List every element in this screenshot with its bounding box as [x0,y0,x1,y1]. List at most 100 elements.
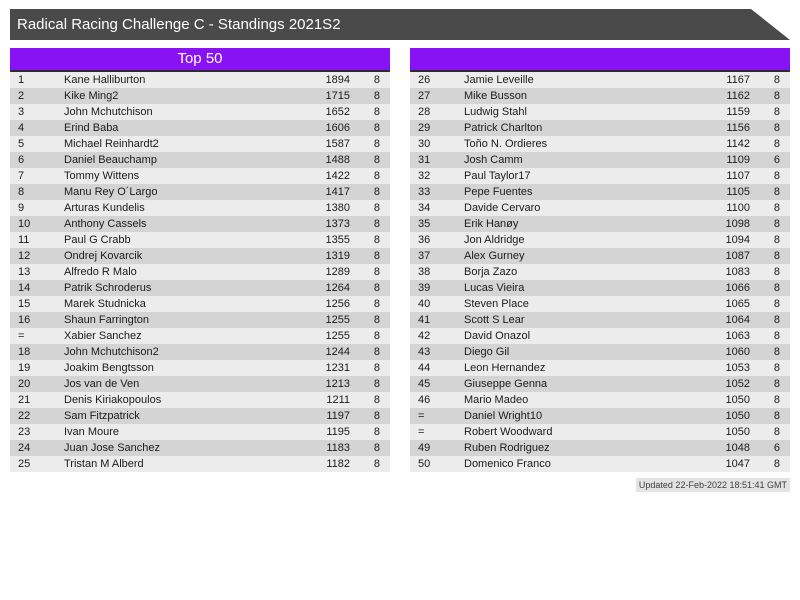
driver-name-cell: Patrik Schroderus [64,282,152,294]
points-cell: 1159 [726,106,750,118]
table-row: = Xabier Sanchez 1255 8 [10,328,390,344]
points-cell: 1715 [325,90,350,102]
rank-cell: 2 [18,90,25,102]
driver-name-cell: Tristan M Alberd [64,458,144,470]
rank-cell: 9 [18,202,25,214]
table-row: = Daniel Wright10 1050 8 [410,408,790,424]
races-cell: 8 [373,378,380,390]
rank-cell: 20 [18,378,31,390]
rank-cell: 12 [18,250,31,262]
races-cell: 8 [373,458,380,470]
points-cell: 1211 [326,394,350,406]
driver-name-cell: Erik Hanøy [464,218,519,230]
rank-cell: 33 [418,186,431,198]
driver-name-cell: John Mchutchison2 [64,346,159,358]
rank-cell: 14 [18,282,31,294]
driver-name-cell: Joakim Bengtsson [64,362,154,374]
races-cell: 8 [773,250,780,262]
table-row: 30 Toño N. Ordieres 1142 8 [410,136,790,152]
driver-name-cell: Manu Rey O´Largo [64,186,158,198]
rank-cell: 11 [18,234,30,246]
table-row: 16 Shaun Farrington 1255 8 [10,312,390,328]
points-cell: 1195 [326,426,350,438]
races-cell: 6 [773,154,780,166]
rank-cell: 26 [418,74,431,86]
races-cell: 8 [773,74,780,86]
rank-cell: 44 [418,362,431,374]
table-row: 1 Kane Halliburton 1894 8 [10,72,390,88]
driver-name-cell: Daniel Wright10 [464,410,543,422]
table-row: 6 Daniel Beauchamp 1488 8 [10,152,390,168]
driver-name-cell: Ludwig Stahl [464,106,527,118]
driver-name-cell: Mike Busson [464,90,527,102]
rank-cell: = [418,426,425,438]
points-cell: 1100 [726,202,750,214]
races-cell: 8 [373,362,380,374]
points-cell: 1047 [725,458,750,470]
races-cell: 8 [773,170,780,182]
footer: Updated 22-Feb-2022 18:51:41 GMT [410,475,790,493]
table-row: 33 Pepe Fuentes 1105 8 [410,184,790,200]
races-cell: 8 [373,170,380,182]
races-cell: 8 [373,426,380,438]
points-cell: 1094 [725,234,750,246]
driver-name-cell: Juan Jose Sanchez [64,442,161,454]
rank-cell: 30 [418,138,431,150]
rank-cell: = [18,330,25,342]
races-cell: 8 [773,330,780,342]
races-cell: 8 [373,186,380,198]
races-cell: 8 [373,154,380,166]
page-title: Radical Racing Challenge C - Standings 2… [17,16,341,33]
driver-name-cell: Erind Baba [64,122,119,134]
driver-name-cell: Alex Gurney [464,250,525,262]
rank-cell: 6 [18,154,25,166]
points-cell: 1167 [726,74,750,86]
standings-header-label: Top 50 [177,50,223,67]
points-cell: 1319 [325,250,350,262]
points-cell: 1048 [725,442,750,454]
table-row: 18 John Mchutchison2 1244 8 [10,344,390,360]
points-cell: 1417 [325,186,350,198]
rank-cell: = [418,410,425,422]
points-cell: 1060 [725,346,750,358]
table-row: 31 Josh Camm 1109 6 [410,152,790,168]
driver-name-cell: Mario Madeo [464,394,529,406]
table-row: 37 Alex Gurney 1087 8 [410,248,790,264]
points-cell: 1050 [725,410,750,422]
driver-name-cell: Kane Halliburton [64,74,146,86]
rank-cell: 45 [418,378,431,390]
table-row: 22 Sam Fitzpatrick 1197 8 [10,408,390,424]
points-cell: 1107 [726,170,750,182]
points-cell: 1355 [325,234,350,246]
driver-name-cell: Toño N. Ordieres [464,138,548,150]
table-row: 10 Anthony Cassels 1373 8 [10,216,390,232]
table-row: 41 Scott S Lear 1064 8 [410,312,790,328]
points-cell: 1213 [325,378,350,390]
table-row: 2 Kike Ming2 1715 8 [10,88,390,104]
standings-tables: Top 50 1 Kane Halliburton 1894 8 2 Kike Ming2… [10,48,790,493]
table-row: 26 Jamie Leveille 1167 8 [410,72,790,88]
points-cell: 1373 [325,218,350,230]
races-cell: 8 [773,346,780,358]
points-cell: 1587 [325,138,350,150]
rank-cell: 8 [18,186,25,198]
table-row: 35 Erik Hanøy 1098 8 [410,216,790,232]
races-cell: 8 [773,298,780,310]
table-row: 46 Mario Madeo 1050 8 [410,392,790,408]
races-cell: 8 [773,218,780,230]
points-cell: 1422 [325,170,350,182]
table-row: 28 Ludwig Stahl 1159 8 [410,104,790,120]
table-row: 36 Jon Aldridge 1094 8 [410,232,790,248]
points-cell: 1142 [726,138,750,150]
table-row: 5 Michael Reinhardt2 1587 8 [10,136,390,152]
table-row: 14 Patrik Schroderus 1264 8 [10,280,390,296]
races-cell: 8 [373,106,380,118]
races-cell: 8 [373,298,380,310]
table-row: 40 Steven Place 1065 8 [410,296,790,312]
races-cell: 6 [773,442,780,454]
table-row: 44 Leon Hernandez 1053 8 [410,360,790,376]
standings-header-left: Top 50 [10,48,390,72]
driver-name-cell: Jamie Leveille [464,74,534,86]
points-cell: 1255 [325,314,350,326]
rank-cell: 23 [18,426,31,438]
